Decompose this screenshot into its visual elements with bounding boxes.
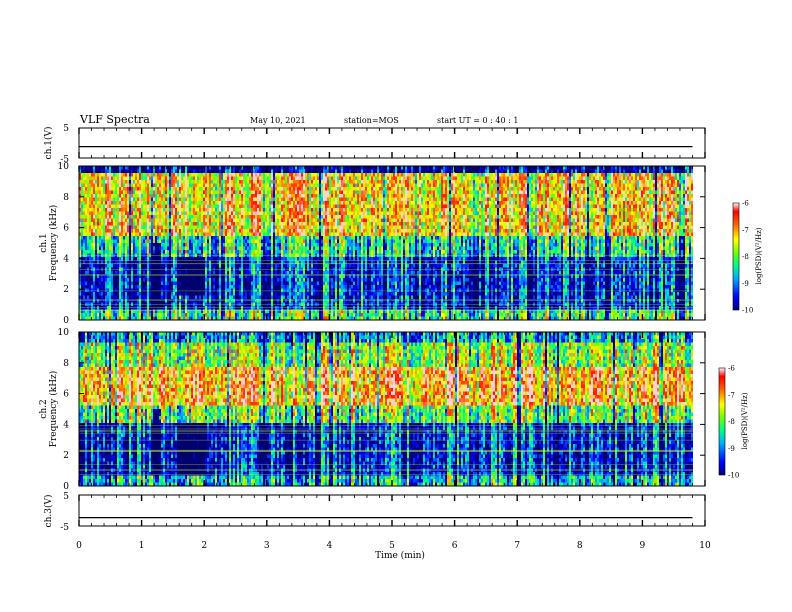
ch1-spectrogram-ticks bbox=[78, 165, 706, 321]
colorbar-tick-label: -7 bbox=[742, 226, 749, 234]
frequency-tick-label: 0 bbox=[63, 482, 69, 492]
ch1-colorbar-title: log(PSD)(V²/Hz) bbox=[755, 227, 763, 284]
figure-title: VLF Spectra bbox=[79, 113, 150, 126]
ch3-voltage-ticks bbox=[78, 495, 706, 526]
time-tick-label: 10 bbox=[699, 541, 711, 551]
frequency-tick-label: 8 bbox=[63, 359, 69, 369]
colorbar-tick-label: -6 bbox=[742, 200, 749, 208]
frequency-tick-label: 4 bbox=[63, 254, 69, 264]
frequency-tick-label: 2 bbox=[63, 285, 69, 295]
ch1-frequency-tick-labels: 0 2 4 6 8 10 bbox=[58, 162, 70, 326]
ch1-colorbar-tick-labels: -6 -7 -8 -9 -10 bbox=[742, 200, 753, 315]
date-label: May 10, 2021 bbox=[250, 116, 306, 125]
frequency-tick-label: 0 bbox=[63, 316, 69, 326]
ch3-voltage-panel: 5 -5 ch.3(V) 0 1 2 3 4 5 6 7 8 9 10 Time (min) bbox=[43, 492, 711, 561]
colorbar-tick-label: -9 bbox=[742, 280, 749, 288]
ch1-ytick-top: 5 bbox=[63, 124, 69, 134]
time-tick-label: 7 bbox=[514, 541, 520, 551]
ch2-colorbar-tick-labels: -6 -7 -8 -9 -10 bbox=[728, 365, 739, 480]
ch1-spectrogram-panel: 0 2 4 6 8 10 ch.1 Frequency (kHz) bbox=[39, 162, 706, 326]
frequency-tick-label: 6 bbox=[63, 390, 69, 400]
colorbar-tick-label: -10 bbox=[728, 472, 739, 480]
ch1-voltage-panel: 5 -5 ch.1(V) bbox=[43, 124, 706, 165]
time-tick-labels: 0 1 2 3 4 5 6 7 8 9 10 bbox=[76, 541, 711, 551]
time-tick-label: 4 bbox=[327, 541, 333, 551]
time-tick-label: 5 bbox=[389, 541, 395, 551]
ch1-spectrogram-ylabel-line2: Frequency (kHz) bbox=[48, 205, 59, 282]
ch2-spectrogram-ylabel-line2: Frequency (kHz) bbox=[48, 371, 59, 448]
ch3-ytick-top: 5 bbox=[63, 492, 69, 502]
frequency-tick-label: 4 bbox=[63, 420, 69, 430]
ch2-colorbar-gradient bbox=[718, 367, 726, 476]
ch3-voltage-ylabel: ch.3(V) bbox=[43, 495, 54, 528]
frequency-tick-label: 2 bbox=[63, 451, 69, 461]
colorbar-tick-label: -8 bbox=[742, 253, 749, 261]
time-tick-label: 6 bbox=[452, 541, 458, 551]
ch3-ytick-bottom: -5 bbox=[60, 523, 69, 533]
time-tick-label: 0 bbox=[76, 541, 82, 551]
time-tick-label: 9 bbox=[640, 541, 646, 551]
time-tick-label: 1 bbox=[139, 541, 145, 551]
ch1-colorbar: -6 -7 -8 -9 -10 log(PSD)(V²/Hz) bbox=[732, 200, 763, 315]
colorbar-tick-label: -10 bbox=[742, 307, 753, 315]
ch2-colorbar-title: log(PSD)(V²/Hz) bbox=[741, 392, 749, 449]
frequency-tick-label: 8 bbox=[63, 193, 69, 203]
ch2-spectrogram-ticks bbox=[78, 331, 706, 487]
frequency-tick-label: 6 bbox=[63, 224, 69, 234]
colorbar-tick-label: -6 bbox=[728, 365, 735, 373]
time-tick-label: 8 bbox=[577, 541, 583, 551]
ch1-voltage-ticks bbox=[78, 128, 706, 158]
ch1-spectrogram-ylabel-line1: ch.1 bbox=[39, 233, 49, 252]
time-tick-label: 2 bbox=[201, 541, 207, 551]
ch2-spectrogram-heatmap bbox=[79, 332, 693, 486]
ch2-spectrogram-ylabel-line1: ch.2 bbox=[39, 399, 49, 418]
time-axis-label: Time (min) bbox=[375, 550, 425, 561]
ch1-ytick-bottom: -5 bbox=[60, 155, 69, 165]
ch2-spectrogram-panel: 0 2 4 6 8 10 ch.2 Frequency (kHz) bbox=[39, 328, 706, 492]
station-label: station=MOS bbox=[344, 116, 399, 125]
frequency-tick-label: 10 bbox=[58, 162, 70, 172]
start-time-label: start UT = 0 : 40 : 1 bbox=[437, 116, 518, 125]
time-tick-label: 3 bbox=[264, 541, 270, 551]
ch1-spectrogram-heatmap bbox=[79, 166, 693, 320]
colorbar-tick-label: -8 bbox=[728, 418, 735, 426]
colorbar-tick-label: -7 bbox=[728, 391, 735, 399]
ch2-frequency-tick-labels: 0 2 4 6 8 10 bbox=[58, 328, 70, 492]
ch1-voltage-ylabel: ch.1(V) bbox=[43, 127, 54, 160]
frequency-tick-label: 10 bbox=[58, 328, 70, 338]
ch2-colorbar: -6 -7 -8 -9 -10 log(PSD)(V²/Hz) bbox=[718, 365, 749, 480]
ch1-colorbar-gradient bbox=[732, 202, 740, 311]
colorbar-tick-label: -9 bbox=[728, 445, 735, 453]
